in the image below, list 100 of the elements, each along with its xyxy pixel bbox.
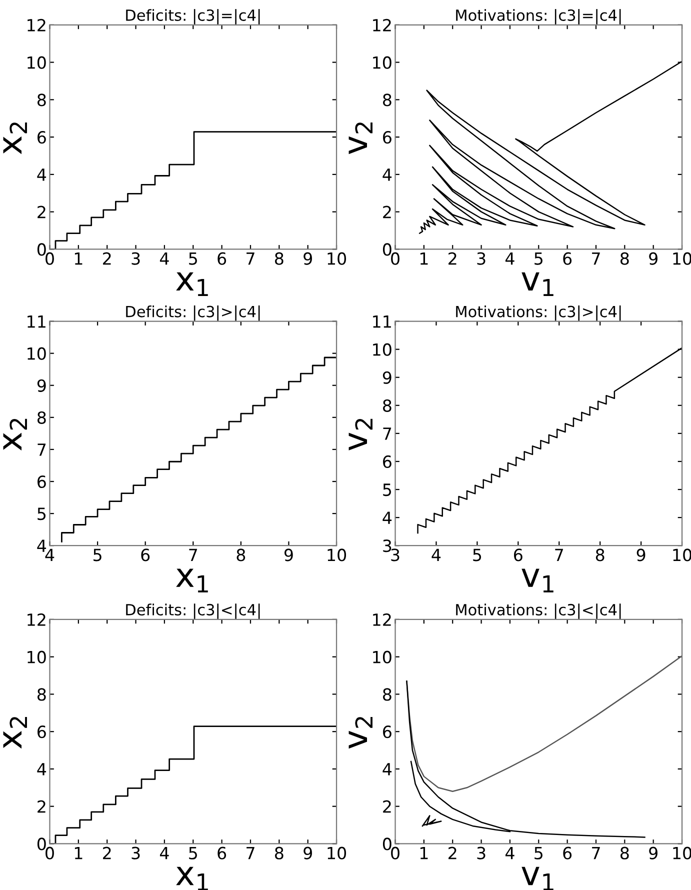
x-tick-label: 9 (649, 846, 658, 860)
x-tick-label: 5 (534, 252, 542, 265)
y-axis-title: x$_{2}$ (3, 717, 27, 749)
x-tick-label: 10 (328, 252, 346, 265)
x-tick-label: 9 (636, 548, 646, 562)
y-tick-label: 8 (38, 94, 46, 106)
x-tick-label: 1 (420, 252, 428, 265)
x-tick-label: 3 (477, 846, 486, 860)
y-tick-label: 4 (37, 763, 46, 776)
y-tick-label: 8 (383, 94, 392, 106)
x-tick-label: 6 (563, 252, 572, 265)
y-axis-title: x$_{2}$ (3, 418, 27, 450)
x-tick-label: 7 (189, 548, 198, 562)
y-tick-label: 8 (383, 399, 392, 412)
x-tick-label: 3 (477, 252, 486, 265)
x-tick-label: 8 (274, 252, 284, 265)
y-tick-label: 5 (38, 508, 46, 520)
y-tick-label: 6 (38, 475, 46, 488)
x-tick-label: 9 (304, 846, 312, 860)
x-tick-label: 5 (189, 847, 197, 860)
x-tick-label: 1 (420, 847, 428, 860)
y-tick-label: 4 (37, 540, 46, 552)
x-tick-label: 8 (620, 252, 629, 265)
y-tick-label: 8 (38, 688, 46, 701)
y-tick-label: 10 (28, 650, 46, 664)
y-axis-title: v$_{2}$ (348, 717, 372, 749)
y-axis-title: v$_{2}$ (348, 122, 372, 154)
x-tick-label: 2 (103, 846, 111, 860)
x-tick-label: 8 (620, 846, 629, 860)
y-tick-label: 2 (383, 800, 391, 813)
y-tick-label: 9 (37, 379, 46, 392)
x-tick-label: 9 (649, 252, 658, 265)
y-tick-label: 6 (38, 131, 46, 144)
y-tick-label: 2 (38, 800, 46, 813)
chart-title: Deficits: |c3|<|c4| (126, 604, 260, 619)
chart-title: Deficits: |c3|=|c4| (126, 9, 260, 24)
y-tick-label: 4 (382, 168, 392, 181)
x-tick-label: 5 (94, 548, 102, 562)
chart-title: Motivations: |c3|<|c4| (456, 604, 621, 619)
x-tick-label: 8 (236, 548, 246, 562)
x-tick-label: 8 (274, 846, 284, 860)
x-tick-label: 7 (246, 847, 254, 860)
x-tick-label: 6 (563, 846, 572, 860)
x-tick-label: 6 (218, 846, 226, 860)
x-tick-label: 3 (132, 846, 140, 860)
x-tick-label: 4 (505, 252, 514, 265)
x-tick-label: 9 (304, 252, 312, 265)
y-axis-title: x$_{2}$ (3, 122, 27, 154)
y-tick-label: 0 (37, 838, 46, 850)
x-axis-title: x$_{1}$ (176, 568, 208, 592)
y-tick-label: 9 (382, 371, 392, 384)
x-tick-label: 4 (505, 847, 514, 860)
x-tick-label: 1 (74, 847, 82, 860)
y-tick-label: 0 (37, 243, 46, 256)
y-tick-label: 11 (373, 315, 391, 328)
y-tick-label: 6 (383, 455, 392, 468)
x-tick-label: 4 (160, 847, 169, 860)
y-tick-label: 6 (38, 726, 46, 738)
y-tick-label: 7 (383, 428, 392, 440)
x-tick-label: 8 (596, 548, 604, 562)
y-tick-label: 10 (373, 650, 392, 664)
y-tick-label: 8 (38, 411, 46, 424)
y-tick-label: 2 (383, 206, 391, 218)
y-tick-label: 12 (373, 613, 391, 626)
chart-title: Motivations: |c3|>|c4| (456, 305, 621, 321)
x-tick-label: 2 (448, 252, 456, 265)
y-tick-label: 5 (383, 484, 392, 496)
chart-title: Deficits: |c3|>|c4| (126, 305, 260, 321)
y-tick-label: 6 (383, 726, 392, 738)
x-axis-title: x$_{1}$ (176, 272, 208, 296)
y-tick-label: 4 (37, 168, 46, 181)
y-tick-label: 2 (38, 206, 46, 218)
y-axis-title: v$_{2}$ (348, 418, 372, 450)
x-tick-label: 7 (592, 252, 600, 265)
x-tick-label: 3 (132, 252, 140, 265)
x-tick-label: 7 (555, 548, 563, 562)
y-tick-label: 11 (28, 315, 46, 328)
x-tick-label: 9 (284, 548, 293, 562)
y-tick-label: 12 (28, 613, 46, 626)
x-tick-label: 4 (432, 548, 441, 562)
y-tick-label: 0 (382, 243, 392, 256)
x-tick-label: 5 (534, 847, 542, 860)
y-tick-label: 10 (373, 56, 392, 69)
y-tick-label: 0 (382, 838, 392, 850)
y-tick-label: 7 (38, 444, 46, 456)
x-tick-label: 6 (141, 548, 150, 562)
x-tick-label: 1 (74, 252, 82, 265)
x-tick-label: 2 (103, 252, 111, 265)
y-tick-label: 12 (28, 18, 46, 32)
x-tick-label: 10 (328, 548, 346, 562)
x-tick-label: 7 (246, 252, 254, 265)
x-tick-label: 2 (448, 846, 456, 860)
chart-title: Motivations: |c3|=|c4| (456, 9, 621, 24)
x-axis-title: v$_{1}$ (522, 568, 554, 592)
x-tick-label: 5 (189, 252, 197, 265)
x-tick-label: 4 (160, 252, 169, 265)
y-tick-label: 10 (28, 347, 46, 360)
y-tick-label: 8 (383, 688, 392, 701)
x-tick-label: 6 (514, 548, 522, 562)
y-tick-label: 12 (373, 18, 391, 32)
